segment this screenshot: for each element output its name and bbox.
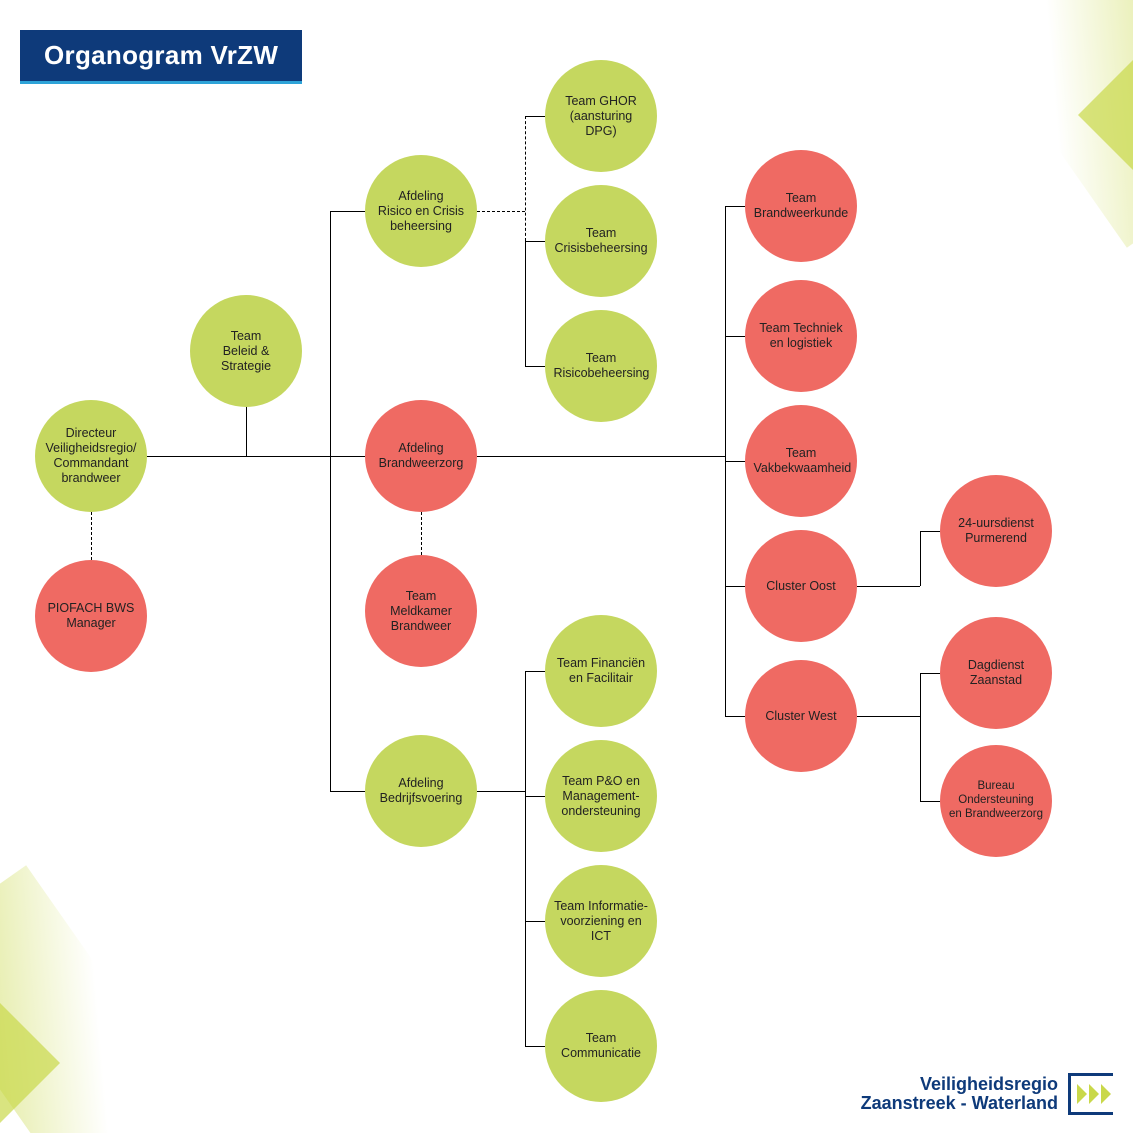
edge [725,716,745,717]
node-team_crisis: TeamCrisisbeheersing [545,185,657,297]
edge [920,801,940,802]
edge [330,791,365,792]
edge [920,673,921,801]
node-label: Cluster West [765,709,836,724]
page-title: Organogram VrZW [20,30,302,84]
node-cluster_oost: Cluster Oost [745,530,857,642]
node-label: TeamCommunicatie [561,1031,641,1061]
edge [857,716,920,717]
edge [525,796,545,797]
node-label: Team MeldkamerBrandweer [374,589,469,634]
edge [725,586,745,587]
edge [920,531,940,532]
node-cluster_west: Cluster West [745,660,857,772]
chevron-top-right-icon [1078,60,1133,170]
node-label: TeamVakbekwaamheid [754,446,849,476]
edge [920,673,940,674]
edge [525,241,545,242]
node-label: Team P&O enManagement-ondersteuning [561,774,640,819]
page-title-text: Organogram VrZW [44,40,278,70]
edge [525,116,526,241]
footer-logo: Veiligheidsregio Zaanstreek - Waterland [861,1073,1113,1115]
node-label: AfdelingRisico en Crisisbeheersing [378,189,464,234]
edge [477,211,525,212]
edge [857,586,920,587]
node-directeur: DirecteurVeiligheidsregio/Commandantbran… [35,400,147,512]
node-label: 24-uursdienstPurmerend [958,516,1034,546]
edge [525,116,545,117]
node-beleid: TeamBeleid &Strategie [190,295,302,407]
edge [525,241,526,366]
edge [477,791,525,792]
node-piofach: PIOFACH BWSManager [35,560,147,672]
node-team_techniek: Team Technieken logistiek [745,280,857,392]
footer-line-1: Veiligheidsregio [861,1075,1058,1094]
node-label: DirecteurVeiligheidsregio/Commandantbran… [45,426,136,486]
node-bureau_onderst: BureauOndersteuningen Brandweerzorg [940,745,1052,857]
node-team_ict: Team Informatie-voorziening en ICT [545,865,657,977]
edge [330,211,365,212]
node-label: AfdelingBrandweerzorg [379,441,464,471]
edge [421,512,422,555]
node-label: TeamRisicobeheersing [554,351,649,381]
footer-line-2: Zaanstreek - Waterland [861,1094,1058,1113]
edge [330,456,365,457]
edge [525,671,526,1046]
chevron-bottom-left-icon [0,1003,60,1123]
node-label: DagdienstZaanstad [968,658,1024,688]
node-label: BureauOndersteuningen Brandweerzorg [949,780,1043,821]
node-afd_bedrijf: AfdelingBedrijfsvoering [365,735,477,847]
edge [525,671,545,672]
edge [330,211,331,791]
edge [525,366,545,367]
node-label: TeamCrisisbeheersing [554,226,647,256]
node-team_comm: TeamCommunicatie [545,990,657,1102]
edge [525,921,545,922]
edge [725,461,745,462]
node-label: Team Financiënen Facilitair [557,656,645,686]
node-dagdienst: DagdienstZaanstad [940,617,1052,729]
node-afd_risico: AfdelingRisico en Crisisbeheersing [365,155,477,267]
node-label: Team Informatie-voorziening en ICT [554,899,649,944]
node-team_financien: Team Financiënen Facilitair [545,615,657,727]
node-label: AfdelingBedrijfsvoering [380,776,463,806]
node-label: TeamBeleid &Strategie [221,329,271,374]
node-team_risico: TeamRisicobeheersing [545,310,657,422]
node-label: Team GHOR(aansturing DPG) [554,94,649,139]
edge [91,512,92,560]
node-label: TeamBrandweerkunde [754,191,849,221]
node-team_peno: Team P&O enManagement-ondersteuning [545,740,657,852]
node-team_ghor: Team GHOR(aansturing DPG) [545,60,657,172]
edge [477,456,725,457]
edge [725,336,745,337]
node-24uurs: 24-uursdienstPurmerend [940,475,1052,587]
edge [525,1046,545,1047]
edge [725,206,745,207]
logo-chevrons-icon [1068,1073,1113,1115]
node-afd_brandweer: AfdelingBrandweerzorg [365,400,477,512]
node-team_bwk: TeamBrandweerkunde [745,150,857,262]
node-label: Cluster Oost [766,579,835,594]
edge [920,531,921,586]
node-team_meldkamer: Team MeldkamerBrandweer [365,555,477,667]
node-team_vakb: TeamVakbekwaamheid [745,405,857,517]
node-label: PIOFACH BWSManager [48,601,135,631]
node-label: Team Technieken logistiek [759,321,842,351]
